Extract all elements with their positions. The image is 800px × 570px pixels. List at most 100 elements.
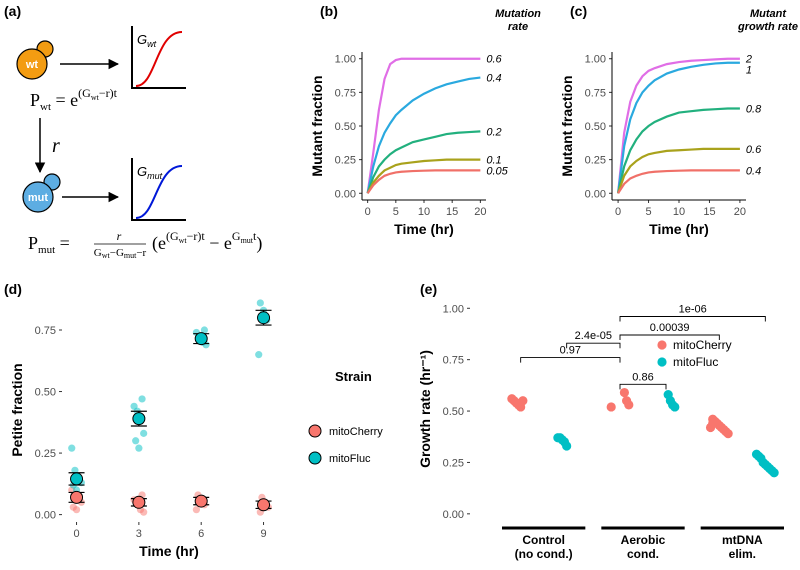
- wt-formula: Pwt = e(Gwt−r)t: [30, 86, 118, 113]
- y-tick-label: 1.00: [585, 54, 606, 66]
- series-line: [616, 57, 740, 194]
- y-tick-label: 0.25: [335, 155, 356, 167]
- math-piece: r: [117, 229, 122, 243]
- series-line: [366, 76, 481, 194]
- y-tick-label: 0.00: [585, 188, 606, 200]
- y-axis-title: Mutant fraction: [559, 75, 575, 176]
- mini-axes: [131, 158, 186, 221]
- data-point: [769, 468, 779, 478]
- legend-label: mitoFluc: [329, 453, 371, 465]
- mean-point: [132, 495, 146, 509]
- significance-bracket: [619, 334, 720, 340]
- wt-curve: [135, 31, 183, 87]
- panel-label: (e): [420, 281, 437, 297]
- math-piece: mut: [241, 236, 254, 245]
- chart-line: (b) 0.00 0.25 0.50 0.75 1.00 0 5 10 15 20 Time (hr)…: [309, 3, 541, 237]
- math-piece: wt: [102, 251, 111, 260]
- mini-axes: [131, 26, 186, 89]
- significance-bracket: [619, 316, 766, 322]
- p-value-label: 0.86: [632, 371, 653, 383]
- data-point: [138, 395, 146, 403]
- y-tick-label: 0.00: [35, 510, 56, 522]
- y-tick-label: 1.00: [443, 303, 464, 315]
- mean-point: [257, 498, 271, 512]
- math-piece: ): [256, 233, 262, 254]
- wt-cell: [16, 48, 48, 80]
- math-piece: −r)t: [187, 229, 206, 243]
- y-tick-label: 0.50: [585, 121, 606, 133]
- series-line: [617, 169, 740, 194]
- x-tick-label: elim.: [729, 547, 756, 561]
- x-axis-title: Time (hr): [139, 543, 199, 559]
- y-tick-label: 0.00: [335, 188, 356, 200]
- x-tick-label: 10: [673, 206, 685, 218]
- math-piece: wt: [40, 101, 51, 113]
- math-piece: −r)t: [99, 86, 118, 100]
- data-point: [132, 437, 140, 445]
- mut-formula-tail: (e(Gwt−r)t − eGmutt): [152, 229, 262, 254]
- x-axis-title: Time (hr): [649, 221, 709, 237]
- mean-point: [70, 472, 84, 486]
- data-point: [140, 429, 148, 437]
- series-line: [366, 158, 481, 194]
- diagram-panel: (a) wt Gwt Pwt = e(Gwt−r)t r mut Gmut Pm…: [4, 3, 262, 260]
- x-tick-label: 0: [365, 206, 371, 218]
- curve-label: Gmut: [137, 164, 163, 181]
- significance-bracket: [566, 342, 621, 349]
- x-tick-label: 15: [446, 206, 458, 218]
- legend-title: Mutation: [495, 8, 541, 20]
- legend-title: rate: [508, 21, 528, 33]
- legend-label: mitoCherry: [673, 338, 732, 352]
- x-tick-label: 0: [615, 206, 621, 218]
- math-piece: wt: [147, 39, 156, 49]
- y-tick-label: 0.25: [443, 457, 464, 469]
- legend-label: mitoCherry: [329, 426, 383, 438]
- significance-bracket: [520, 357, 621, 363]
- math-piece: −G: [110, 247, 124, 259]
- p-value-label: 0.97: [560, 345, 581, 357]
- p-value-label: 1e-06: [679, 304, 707, 316]
- panel-label: (c): [570, 3, 587, 19]
- data-point: [68, 444, 76, 452]
- x-tick-label: 10: [418, 206, 430, 218]
- line-end-label: 2: [745, 54, 752, 66]
- data-point: [723, 429, 733, 439]
- x-tick-label: Control: [522, 533, 565, 547]
- y-tick-label: 0.50: [335, 121, 356, 133]
- math-piece: −r: [136, 247, 146, 259]
- y-axis-title: Growth rate (hr⁻¹): [417, 350, 433, 468]
- fraction-denominator: Gwt−Gmut−r: [94, 247, 147, 260]
- legend-swatch: [308, 424, 322, 438]
- panel-label: (a): [4, 3, 21, 19]
- series-line: [366, 130, 481, 194]
- significance-bracket: [619, 383, 667, 390]
- mean-point: [70, 490, 84, 504]
- legend-title: Mutant: [750, 8, 787, 20]
- math-piece: (G: [166, 229, 179, 243]
- legend-swatch: [657, 340, 667, 350]
- y-tick-label: 0.75: [335, 87, 356, 99]
- x-tick-label: 3: [136, 528, 142, 540]
- math-piece: G: [232, 229, 241, 243]
- y-tick-label: 0.75: [443, 355, 464, 367]
- x-tick-label: 5: [393, 206, 399, 218]
- line-end-label: 0.05: [486, 166, 508, 178]
- series-line: [366, 169, 481, 194]
- y-tick-label: 0.50: [443, 406, 464, 418]
- series-line: [616, 61, 740, 194]
- data-point: [606, 402, 616, 412]
- legend-label: mitoFluc: [673, 355, 718, 369]
- panel-label: (b): [320, 3, 338, 19]
- x-tick-label: 15: [703, 206, 715, 218]
- y-axis-title: Mutant fraction: [309, 75, 325, 176]
- data-point: [256, 299, 264, 307]
- y-tick-label: 0.25: [35, 448, 56, 460]
- math-piece: = e: [51, 90, 78, 110]
- math-piece: G: [94, 247, 102, 259]
- data-point: [140, 508, 148, 516]
- data-point: [192, 506, 201, 514]
- chart-scatter: (d) 0.00 0.25 0.50 0.75 0 3 6 9 Time (hr) Petite f…: [4, 281, 383, 559]
- x-tick-label: 6: [198, 528, 204, 540]
- line-end-label: 0.4: [486, 73, 501, 85]
